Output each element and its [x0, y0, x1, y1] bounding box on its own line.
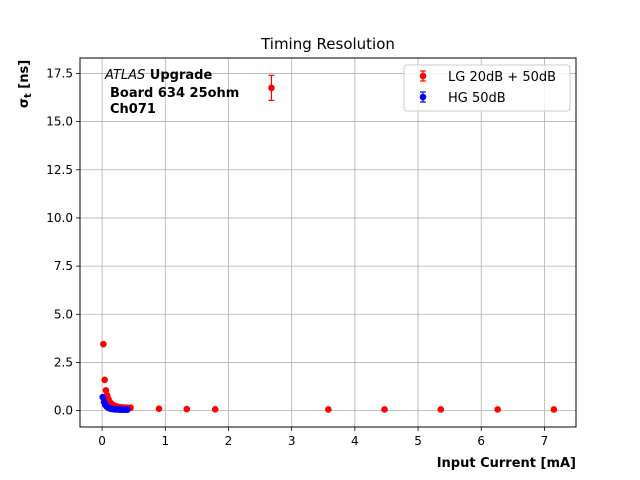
legend-items: LG 20dB + 50dB HG 50dB: [419, 70, 556, 106]
x-tick-label: 1: [161, 434, 169, 448]
series-hg: [99, 393, 131, 413]
annotation-atlas: ATLAS: [104, 68, 145, 83]
legend-item: LG 20dB + 50dB: [419, 70, 556, 85]
data-point: [268, 84, 275, 92]
data-point: [550, 406, 558, 413]
y-tick-label: 0.0: [54, 404, 73, 418]
y-axis-label-symbol: σ: [17, 98, 32, 108]
legend-label: HG 50dB: [448, 91, 506, 106]
data-point: [494, 406, 501, 413]
plot-frame: [79, 57, 577, 428]
x-tick-label: 2: [225, 434, 233, 448]
x-tick-label: 3: [288, 434, 296, 448]
annotation-line-2: Board 634 25ohm: [110, 86, 239, 101]
data-point: [211, 405, 219, 413]
annotation-line-1: ATLAS Upgrade: [104, 68, 212, 83]
y-tick-label: 15.0: [46, 115, 73, 129]
grid-layer: [80, 58, 576, 427]
y-axis-label-subscript: t: [23, 93, 34, 98]
y-tick-label: 12.5: [46, 163, 73, 177]
y-axis-label: σt [ns]: [17, 60, 34, 108]
data-point: [381, 406, 388, 413]
atlas-annotation: ATLAS Upgrade Board 634 25ohm Ch071: [104, 68, 239, 117]
x-tick-label: 6: [477, 434, 485, 448]
x-tick-label: 5: [414, 434, 422, 448]
annotation-line-3: Ch071: [110, 102, 156, 117]
y-tick-label: 10.0: [46, 211, 73, 225]
y-tick-label: 7.5: [54, 259, 73, 273]
chart-title: Timing Resolution: [260, 35, 395, 53]
y-tick-label: 5.0: [54, 307, 73, 321]
x-tick-label: 4: [351, 434, 359, 448]
data-layer: [99, 74, 558, 413]
data-point: [325, 406, 332, 413]
x-tick-label: 7: [541, 434, 549, 448]
legend-box: [403, 64, 571, 112]
y-axis-label-unit: [ns]: [17, 60, 32, 93]
data-point: [100, 340, 107, 348]
y-tick-label: 17.5: [46, 66, 73, 80]
legend-item: HG 50dB: [419, 91, 506, 106]
data-point: [183, 405, 191, 413]
legend-label: LG 20dB + 50dB: [448, 70, 556, 85]
annotation-upgrade: Upgrade: [145, 68, 212, 83]
legend-marker: [419, 72, 427, 80]
data-point: [101, 376, 108, 384]
legend: LG 20dB + 50dB HG 50dB: [403, 64, 571, 112]
x-tick-label: 0: [98, 434, 106, 448]
data-point: [437, 406, 445, 413]
x-axis-label: Input Current [mA]: [437, 456, 576, 471]
tick-layer: 0 1 2 3 4 5 6 7 0.0 2.5 5.0 7.5 10.0 12.5 15.0 17.5: [46, 66, 548, 448]
y-tick-label: 2.5: [54, 355, 73, 369]
data-point: [124, 406, 131, 413]
legend-marker: [419, 93, 427, 101]
data-point: [155, 405, 163, 412]
